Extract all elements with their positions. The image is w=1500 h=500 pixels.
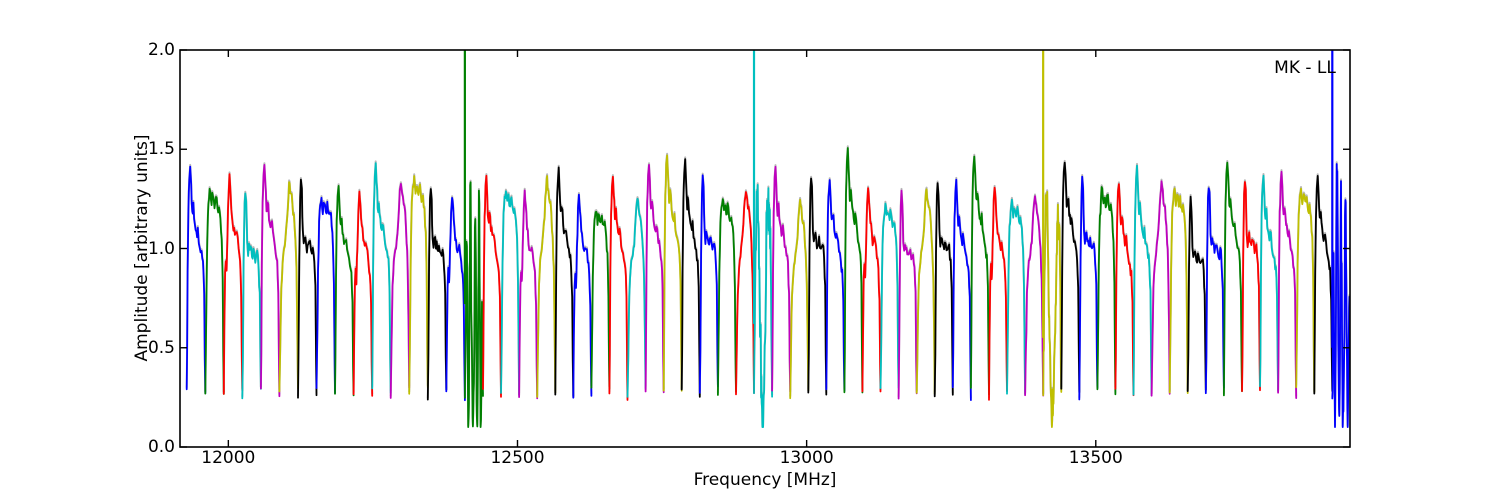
- y-tick-label: 1.5: [147, 139, 175, 160]
- x-axis-label: Frequency [MHz]: [693, 470, 837, 490]
- x-tick-label: 12500: [490, 448, 545, 468]
- y-tick-label: 0.5: [147, 337, 175, 358]
- y-tick-label: 1.0: [147, 238, 175, 259]
- x-tick-label: 13000: [779, 448, 834, 468]
- station-polarization-label: MK - LL: [1274, 58, 1336, 78]
- y-tick-label: 2.0: [147, 40, 175, 60]
- y-tick-label: 0.0: [147, 437, 175, 457]
- x-tick-label: 12000: [201, 448, 256, 468]
- x-tick-label: 13500: [1068, 448, 1123, 468]
